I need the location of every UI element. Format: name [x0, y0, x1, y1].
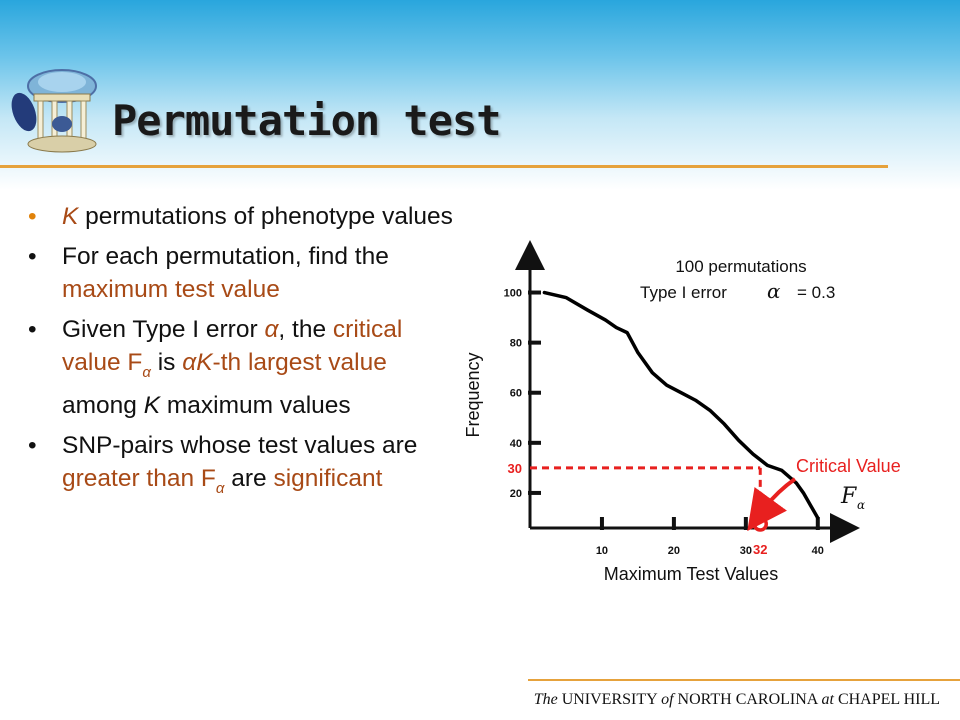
bullet-text: maximum values [160, 392, 351, 419]
y-tick-label: 80 [510, 338, 522, 350]
bullet-dot: • [28, 243, 37, 270]
x-axis-title: Maximum Test Values [604, 564, 778, 584]
bullet-text: greater than F [62, 465, 216, 492]
slide-title: Permutation test [112, 96, 502, 145]
bullet-text: K [143, 392, 161, 419]
critical-y-label: 30 [508, 461, 522, 476]
title-divider [0, 165, 888, 168]
bullet-item: • For each permutation, find the maximum … [22, 240, 462, 306]
alpha-symbol: α [767, 279, 781, 303]
y-tick-label: 20 [510, 488, 522, 500]
bullet-text: permutations of phenotype values [78, 203, 453, 230]
x-tick-label: 10 [596, 545, 608, 557]
bullet-text: α [215, 480, 225, 497]
bullet-dot: • [28, 203, 37, 230]
bullet-text: K [62, 203, 79, 230]
bullet-item: • K permutations of phenotype values [22, 200, 462, 233]
bullet-text: is [150, 349, 183, 376]
y-tick-label: 60 [510, 388, 522, 400]
bullet-text: maximum test value [62, 276, 280, 303]
frequency-curve [542, 290, 820, 520]
bullet-text: For each permutation, find the [62, 243, 389, 270]
header-background [0, 0, 960, 190]
bullet-text: α [264, 316, 279, 343]
footer-word: The [533, 691, 558, 708]
bullet-text: αK [182, 349, 213, 376]
bullet-text: SNP-pairs whose test values are [62, 432, 418, 459]
chart-title-line: = 0.3 [797, 283, 835, 302]
chart-title-line: Type I error [640, 283, 727, 302]
bullet-text: Given Type I error [62, 316, 265, 343]
y-tick-label: 100 [504, 288, 522, 300]
bullet-text: α [142, 364, 151, 381]
university-footer: The UNIVERSITY of NORTH CAROLINA at CHAP… [534, 691, 940, 709]
footer-word: UNIVERSITY [561, 691, 658, 708]
x-tick-label: 20 [668, 545, 680, 557]
bullet-text: -th largest value [212, 349, 387, 376]
bullet-text: are [224, 465, 274, 492]
critical-value-annotation: Critical Value [796, 456, 901, 476]
critical-point-marker [752, 516, 768, 532]
y-tick-label: 40 [510, 438, 522, 450]
bullet-text: among [62, 392, 144, 419]
x-tick-label: 40 [812, 545, 824, 557]
bullet-item: • Given Type I error α, the critical valu… [22, 313, 462, 422]
bullet-text: critical value F [62, 316, 403, 376]
critical-value-arrow [747, 477, 797, 532]
footer-divider [528, 679, 960, 681]
footer-word: at [821, 691, 834, 708]
bullet-text: , the [278, 316, 333, 343]
critical-x-label: 32 [753, 542, 767, 557]
footer-word: CHAPEL HILL [837, 691, 940, 708]
x-tick-label: 30 [740, 545, 752, 557]
bullet-dot: • [28, 432, 37, 459]
chart-title-line: 100 permutations [675, 257, 806, 276]
y-axis-title: Frequency [463, 352, 483, 437]
footer-word: NORTH CAROLINA [677, 691, 818, 708]
f-alpha-subscript: α [857, 498, 865, 512]
bullet-list: • K permutations of phenotype values • For … [22, 200, 462, 512]
f-alpha-symbol: F [840, 484, 857, 509]
bullet-item: • SNP-pairs whose test values are greater… [22, 429, 462, 505]
bullet-dot: • [28, 316, 37, 343]
bullet-text: significant [273, 465, 383, 492]
old-well-logo [11, 69, 97, 153]
footer-word: of [661, 691, 674, 708]
